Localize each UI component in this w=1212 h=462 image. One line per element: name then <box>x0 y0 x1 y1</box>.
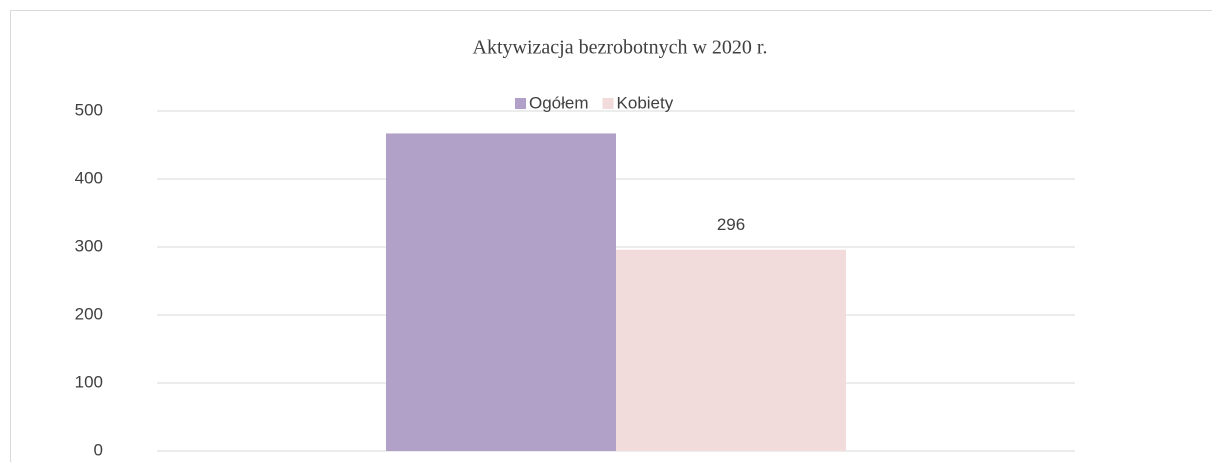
bar <box>386 133 616 451</box>
y-tick-label: 300 <box>75 236 103 255</box>
legend-swatch <box>602 98 614 109</box>
legend-swatch <box>515 98 526 109</box>
y-tick-label: 200 <box>75 304 103 323</box>
data-label: 296 <box>717 215 745 234</box>
legend-label: Kobiety <box>617 93 674 112</box>
y-tick-label: 400 <box>75 168 103 187</box>
legend-label: Ogółem <box>529 93 589 112</box>
y-tick-label: 100 <box>75 372 103 391</box>
y-tick-label: 500 <box>75 100 103 119</box>
bar <box>616 249 846 451</box>
chart-title: Aktywizacja bezrobotnych w 2020 r. <box>473 37 768 59</box>
y-tick-label: 0 <box>94 440 103 459</box>
